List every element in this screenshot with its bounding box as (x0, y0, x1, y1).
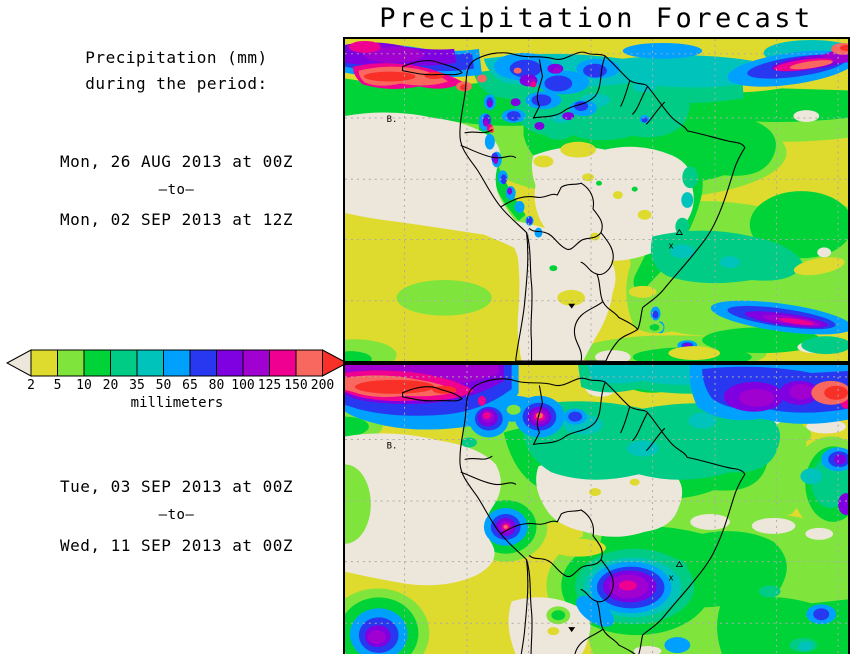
legend-tick: 10 (76, 378, 92, 393)
legend-bin (83, 349, 111, 377)
above-max-arrow (322, 349, 349, 377)
legend-unit-label: millimeters (130, 395, 224, 411)
period2-end: Wed, 11 SEP 2013 at 00Z (59, 536, 294, 555)
station-x-marker: x (668, 241, 674, 251)
forecast-map-bottom-svg: B. x (345, 365, 848, 654)
legend-bin (57, 349, 85, 377)
forecast-map-top-svg: B. x (345, 39, 848, 361)
page-title: Precipitation Forecast (379, 3, 814, 34)
period1-start: Mon, 26 AUG 2013 at 00Z (59, 152, 294, 171)
station-b-marker: B. (387, 441, 398, 451)
color-scale-legend: 2 5 10 20 35 50 65 80 100 125 150 200 mi… (5, 349, 349, 415)
legend-tick: 100 (231, 378, 255, 393)
precip-field (345, 365, 848, 654)
legend-tick: 125 (257, 378, 282, 393)
legend-tick: 5 (53, 378, 62, 393)
forecast-map-bottom: B. x (343, 363, 850, 654)
period1-end: Mon, 02 SEP 2013 at 12Z (59, 210, 294, 229)
below-min-arrow (5, 349, 32, 377)
period2-start: Tue, 03 SEP 2013 at 00Z (59, 477, 294, 496)
legend-bin (110, 349, 138, 377)
legend-tick: 20 (102, 378, 119, 393)
triangle-marker (675, 560, 684, 568)
legend-bin (269, 349, 297, 377)
legend-tick: 65 (182, 378, 198, 393)
legend-tick: 150 (284, 378, 308, 393)
period1-separator: –to– (158, 182, 195, 198)
legend-bin (295, 349, 323, 377)
legend-heading-line1: Precipitation (mm) (85, 48, 268, 67)
legend-tick: 35 (129, 378, 145, 393)
triangle-marker (568, 627, 576, 633)
period2-separator: –to– (158, 507, 195, 523)
legend-bin (216, 349, 244, 377)
legend-bin (163, 349, 191, 377)
precip-field (345, 39, 848, 361)
legend-tick-labels: 2 5 10 20 35 50 65 80 100 125 150 200 (6, 378, 348, 394)
graticule-grid (345, 365, 848, 654)
forecast-map-top: B. x (343, 37, 850, 363)
triangle-marker (675, 228, 684, 235)
legend-tick: 2 (27, 378, 35, 393)
triangle-marker (568, 303, 576, 309)
legend-bin (30, 349, 58, 377)
legend-bin (242, 349, 270, 377)
color-scale-bar (5, 349, 349, 377)
legend-tick: 80 (208, 378, 225, 393)
station-b-marker: B. (387, 115, 398, 125)
legend-bin (189, 349, 217, 377)
legend-bins (30, 349, 323, 377)
legend-tick: 200 (310, 378, 335, 393)
legend-bin (136, 349, 164, 377)
legend-tick: 50 (155, 378, 172, 393)
station-markers: B. x (387, 115, 684, 309)
station-x-marker: x (668, 574, 674, 584)
station-markers: B. x (387, 441, 684, 633)
legend-heading-line2: during the period: (85, 74, 268, 93)
